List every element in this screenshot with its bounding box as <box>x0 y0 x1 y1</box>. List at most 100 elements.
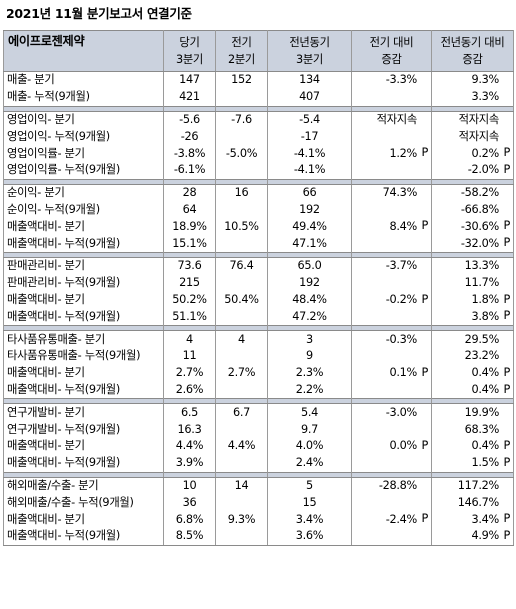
qoq-change-value: 1.2% P <box>351 145 432 162</box>
current-quarter-value: 6.8% <box>163 511 216 528</box>
yoy-change-value: 0.4% P <box>431 381 514 399</box>
qoq-change-value: 8.4% P <box>351 218 432 236</box>
change-amount: 0.1% <box>389 366 417 380</box>
qoq-change-value: 0.0% P <box>351 437 432 455</box>
yoy-change-value: 1.5% P <box>431 454 514 473</box>
percent-point-unit: P <box>503 438 510 452</box>
row-label: 매출액대비- 분기 <box>3 291 164 309</box>
change-amount: 13.3% <box>464 259 500 273</box>
table-body: 매출- 분기 147 152 134 -3.3% 9.3% 매출- 누적(9개월) 421 40… <box>3 71 514 546</box>
divider-cell <box>431 105 514 112</box>
row-label: 매출액대비- 누적(9개월) <box>3 381 164 399</box>
change-amount: -30.6% <box>460 219 499 233</box>
yoy-change-value: 117.2% <box>431 477 514 495</box>
financial-table: 에이프로젠제약 당기 3분기 전기 2분기 전년동기 3분기 전기 대비 증감 전년동기… <box>3 30 514 546</box>
previous-quarter-value <box>215 308 268 326</box>
change-amount: 1.8% <box>471 292 499 306</box>
percent-point-unit: P <box>503 236 510 250</box>
row-label: 영업이익- 누적(9개월) <box>3 128 164 146</box>
qoq-change-value <box>351 347 432 365</box>
qoq-change-value: 0.1% P <box>351 364 432 382</box>
qoq-change-value <box>351 201 432 219</box>
qoq-change-value: -0.2% P <box>351 291 432 309</box>
year-ago-value: 192 <box>267 201 352 219</box>
current-quarter-value: 215 <box>163 274 216 292</box>
yoy-change-value: 146.7% <box>431 494 514 512</box>
row-label: 매출액대비- 누적(9개월) <box>3 308 164 326</box>
row-label: 해외매출/수출- 분기 <box>3 477 164 495</box>
current-quarter-value: 2.7% <box>163 364 216 382</box>
section-divider <box>3 178 514 185</box>
row-label: 영업이익률- 분기 <box>3 145 164 162</box>
year-ago-value: 5 <box>267 477 352 495</box>
change-amount: 0.2% <box>471 146 499 160</box>
previous-quarter-value <box>215 381 268 399</box>
change-amount: -3.7% <box>385 259 418 273</box>
row-label: 매출액대비- 누적(9개월) <box>3 454 164 473</box>
change-amount: 3.4% <box>471 512 499 526</box>
change-amount: 0.4% <box>471 382 499 396</box>
previous-quarter-value: 50.4% <box>215 291 268 309</box>
change-amount: 29.5% <box>464 332 500 346</box>
row-label: 연구개발비- 누적(9개월) <box>3 421 164 438</box>
current-quarter-value: 73.6 <box>163 257 216 275</box>
yoy-change-value: 4.9% P <box>431 527 514 546</box>
previous-quarter-value <box>215 274 268 292</box>
row-label: 매출액대비- 누적(9개월) <box>3 527 164 546</box>
current-quarter-value: 28 <box>163 184 216 202</box>
year-ago-value: -4.1% <box>267 161 352 180</box>
year-ago-value: 2.2% <box>267 381 352 399</box>
current-quarter-value: -3.8% <box>163 145 216 162</box>
year-ago-value: 47.2% <box>267 308 352 326</box>
percent-point-unit: P <box>503 365 510 379</box>
row-label: 매출액대비- 분기 <box>3 364 164 382</box>
previous-quarter-value <box>215 454 268 473</box>
previous-quarter-value: 2.7% <box>215 364 268 382</box>
year-ago-value: 65.0 <box>267 257 352 275</box>
year-ago-value: 9.7 <box>267 421 352 438</box>
table-row: 매출액대비- 누적(9개월) 51.1% 47.2% 3.8% P <box>3 308 514 326</box>
qoq-change-value <box>351 527 432 546</box>
row-label: 영업이익- 분기 <box>3 111 164 129</box>
row-label: 판매관리비- 누적(9개월) <box>3 274 164 292</box>
change-amount: 1.5% <box>471 456 499 470</box>
qoq-change-value <box>351 235 432 253</box>
qoq-change-value: -3.7% <box>351 257 432 275</box>
change-amount: -58.2% <box>460 186 499 200</box>
year-ago-value: 3.4% <box>267 511 352 528</box>
year-ago-value: 47.1% <box>267 235 352 253</box>
year-ago-value: 48.4% <box>267 291 352 309</box>
section-divider <box>3 105 514 112</box>
previous-quarter-value: 6.7 <box>215 403 268 422</box>
previous-quarter-value <box>215 347 268 365</box>
company-name: 에이프로젠제약 <box>3 30 164 72</box>
qoq-change-value <box>351 381 432 399</box>
qoq-change-value <box>351 494 432 512</box>
previous-quarter-value <box>215 527 268 546</box>
year-ago-value: 192 <box>267 274 352 292</box>
header-yoy-change: 전년동기 대비 증감 <box>431 30 514 72</box>
year-ago-value: 134 <box>267 71 352 89</box>
row-label: 타사품유통매출- 분기 <box>3 330 164 348</box>
previous-quarter-value <box>215 201 268 219</box>
header-current-quarter: 당기 3분기 <box>163 30 216 72</box>
percent-point-unit: P <box>503 162 510 176</box>
current-quarter-value: 8.5% <box>163 527 216 546</box>
qoq-change-value <box>351 88 432 107</box>
year-ago-value: -17 <box>267 128 352 146</box>
current-quarter-value: 11 <box>163 347 216 365</box>
table-header: 에이프로젠제약 당기 3분기 전기 2분기 전년동기 3분기 전기 대비 증감 전년동기… <box>3 30 514 72</box>
percent-point-unit: P <box>503 382 510 396</box>
qoq-change-value: 적자지속 <box>351 111 432 129</box>
table-row: 매출액대비- 분기 4.4% 4.4% 4.0% 0.0% P 0.4% P <box>3 437 514 455</box>
change-amount: 19.9% <box>464 405 500 419</box>
percent-point-unit: P <box>503 528 510 542</box>
qoq-change-value: -2.4% P <box>351 511 432 528</box>
percent-point-unit: P <box>503 309 510 323</box>
table-row: 영업이익- 누적(9개월) -26 -17 적자지속 <box>3 128 514 146</box>
change-amount: -2.4% <box>385 512 418 526</box>
current-quarter-value: -6.1% <box>163 161 216 180</box>
current-quarter-value: 18.9% <box>163 218 216 236</box>
section-divider <box>3 471 514 478</box>
change-amount: 8.4% <box>389 219 417 233</box>
